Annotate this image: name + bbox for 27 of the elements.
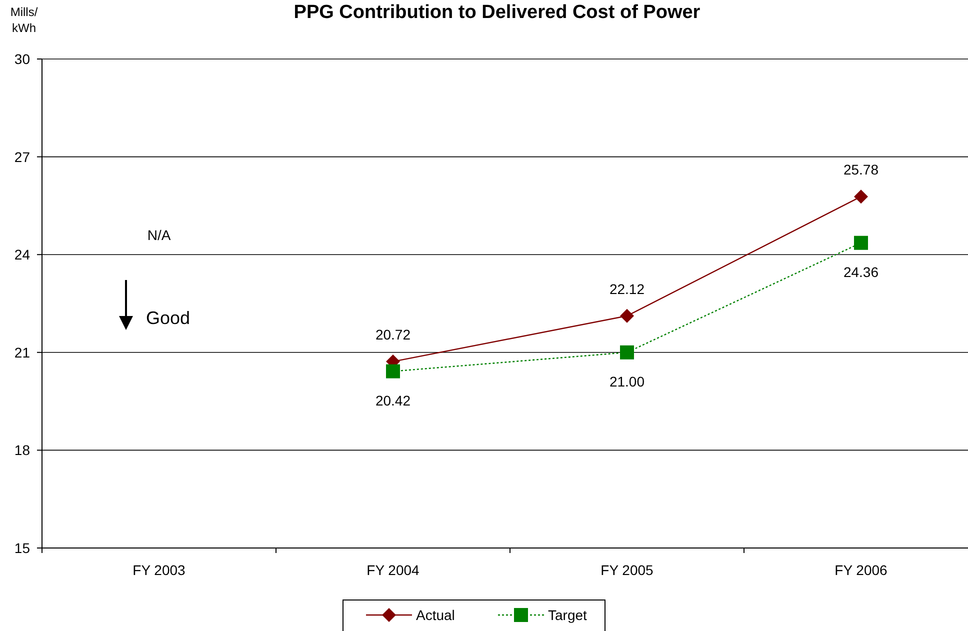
point (854, 236, 868, 250)
data-label: 20.72 (375, 326, 411, 343)
point (386, 364, 400, 378)
y-tick-label: 21 (14, 344, 30, 360)
point (620, 308, 634, 323)
x-tick-label: FY 2005 (600, 562, 654, 578)
point (620, 345, 634, 360)
x-tick-label: FY 2006 (834, 562, 888, 578)
annotation: N/A (147, 227, 172, 243)
x-tick-label: FY 2004 (366, 562, 420, 578)
data-label: 25.78 (843, 162, 879, 178)
y-tick-label: 30 (14, 51, 30, 67)
x-tick-label: FY 2003 (132, 562, 186, 578)
y-tick-label: 18 (14, 442, 30, 458)
data-label: 21.00 (609, 373, 645, 390)
data-label: 22.12 (609, 280, 645, 297)
annotation: Good (146, 308, 190, 328)
y-tick-label: 27 (14, 148, 30, 165)
point (854, 190, 868, 204)
y-tick-label: 15 (14, 540, 30, 556)
y-axis-title: Mills/ kWh (10, 5, 38, 35)
legend-label: Actual (416, 607, 455, 623)
y-tick-label: 24 (14, 246, 30, 263)
data-label: 24.36 (843, 264, 879, 280)
data-label: 20.42 (375, 392, 411, 408)
chart-title: PPG Contribution to Delivered Cost of Power (294, 2, 701, 23)
legend-label: Target (548, 607, 588, 623)
